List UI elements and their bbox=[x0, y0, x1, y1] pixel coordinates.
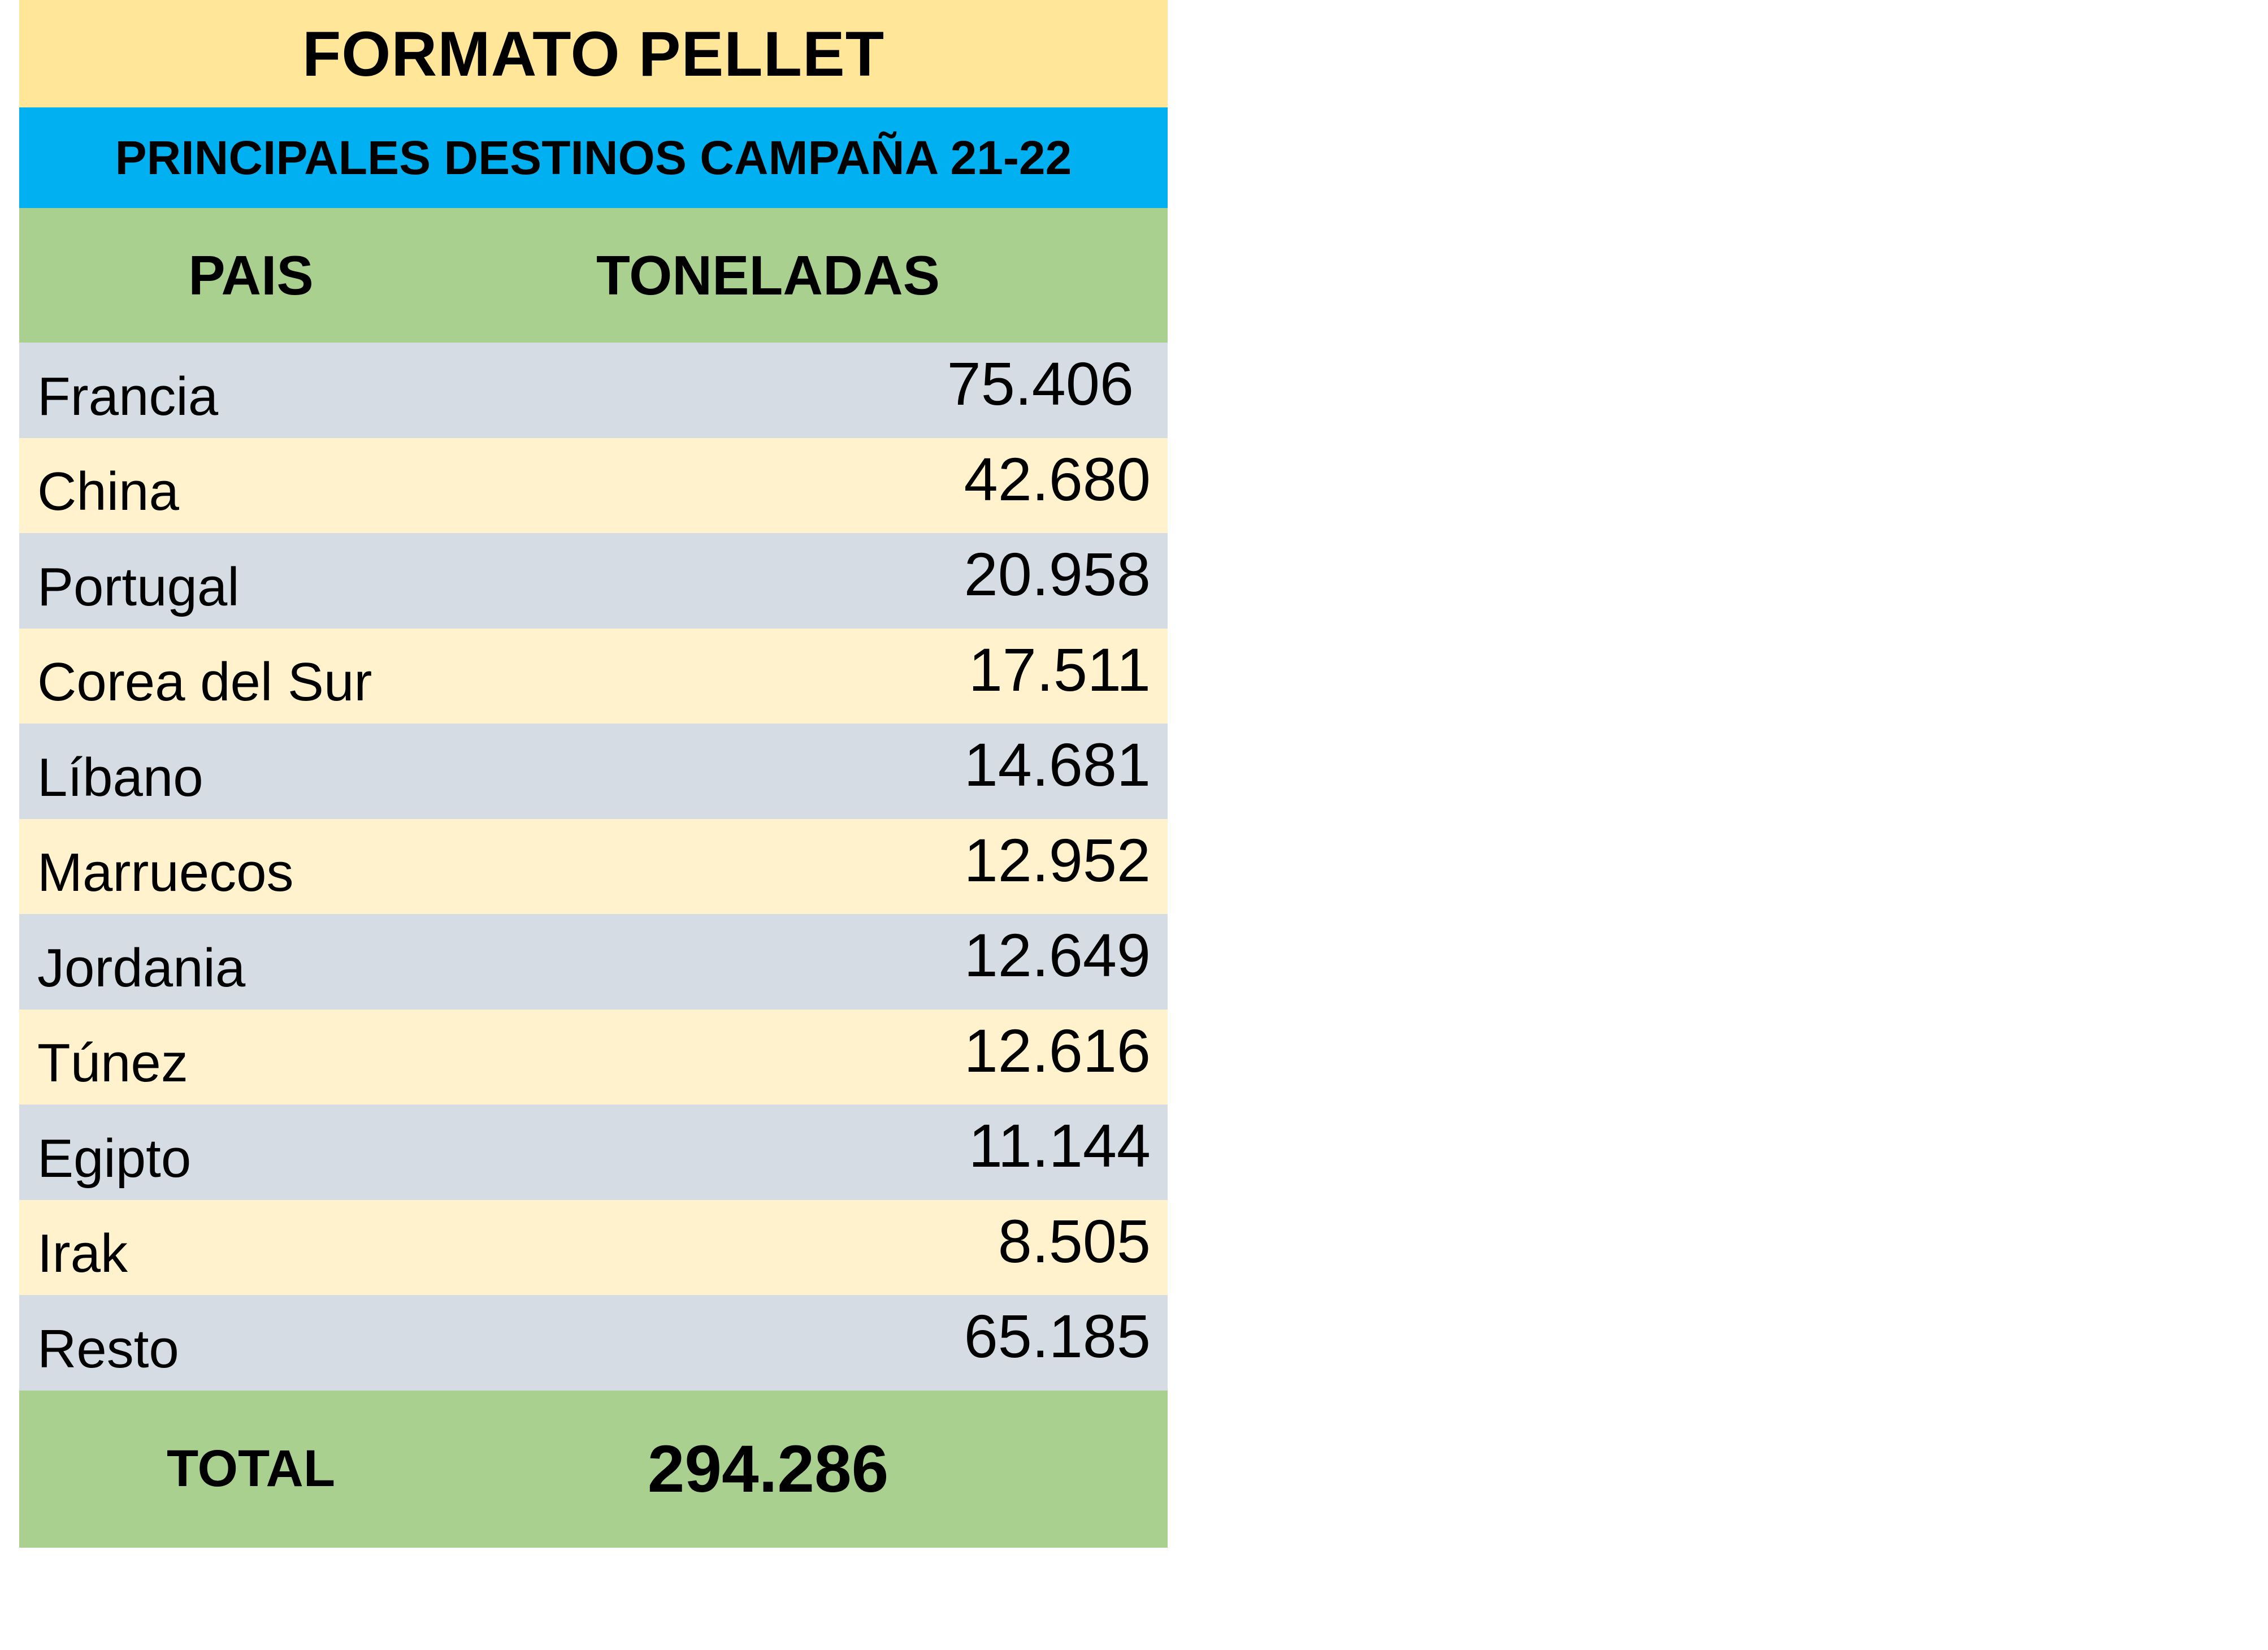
tonnes-cell: 12.952 bbox=[964, 825, 1151, 894]
table-row: Portugal 20.958 bbox=[19, 533, 1168, 629]
country-cell: Líbano bbox=[37, 747, 203, 808]
title-row: FORMATO PELLET bbox=[19, 0, 1168, 107]
table-title: FORMATO PELLET bbox=[302, 18, 885, 89]
country-cell: Irak bbox=[37, 1223, 128, 1284]
table-row: Líbano 14.681 bbox=[19, 724, 1168, 819]
country-cell: Resto bbox=[37, 1318, 179, 1379]
tonnes-cell: 8.505 bbox=[998, 1206, 1151, 1275]
table-row: Francia 75.406 bbox=[19, 343, 1168, 438]
country-cell: Marruecos bbox=[37, 842, 294, 903]
table-row: Jordania 12.649 bbox=[19, 914, 1168, 1010]
total-value: 294.286 bbox=[647, 1431, 889, 1506]
table-subtitle: PRINCIPALES DESTINOS CAMPAÑA 21-22 bbox=[115, 131, 1072, 184]
column-header-row: PAIS TONELADAS bbox=[19, 208, 1168, 343]
total-label: TOTAL bbox=[166, 1440, 336, 1497]
subtitle-row: PRINCIPALES DESTINOS CAMPAÑA 21-22 bbox=[19, 107, 1168, 208]
country-cell: Jordania bbox=[37, 937, 246, 998]
total-row: TOTAL 294.286 bbox=[19, 1390, 1168, 1548]
tonnes-cell: 42.680 bbox=[964, 444, 1151, 513]
table-row: Túnez 12.616 bbox=[19, 1009, 1168, 1105]
tonnes-cell: 17.511 bbox=[968, 635, 1151, 704]
table-row: Irak 8.505 bbox=[19, 1199, 1168, 1295]
country-cell: Francia bbox=[37, 366, 219, 427]
tonnes-cell: 11.144 bbox=[968, 1111, 1151, 1180]
table-row: Resto 65.185 bbox=[19, 1295, 1168, 1391]
column-header-tonnes: TONELADAS bbox=[596, 244, 940, 306]
table-row: Egipto 11.144 bbox=[19, 1105, 1168, 1200]
table-row: Marruecos 12.952 bbox=[19, 818, 1168, 914]
tonnes-cell: 20.958 bbox=[964, 540, 1151, 608]
country-cell: Corea del Sur bbox=[37, 652, 372, 712]
country-cell: China bbox=[37, 461, 179, 522]
country-cell: Egipto bbox=[37, 1128, 192, 1189]
tonnes-cell: 12.649 bbox=[964, 921, 1151, 989]
tonnes-cell: 75.406 bbox=[947, 349, 1134, 418]
tonnes-cell: 12.616 bbox=[964, 1016, 1151, 1085]
table-row: Corea del Sur 17.511 bbox=[19, 628, 1168, 724]
destinations-table: FORMATO PELLET PRINCIPALES DESTINOS CAMP… bbox=[19, 0, 1168, 1548]
column-header-country: PAIS bbox=[188, 244, 314, 306]
table-row: China 42.680 bbox=[19, 438, 1168, 533]
tonnes-cell: 65.185 bbox=[964, 1302, 1151, 1370]
country-cell: Túnez bbox=[37, 1033, 188, 1093]
tonnes-cell: 14.681 bbox=[964, 730, 1151, 799]
country-cell: Portugal bbox=[37, 556, 240, 617]
